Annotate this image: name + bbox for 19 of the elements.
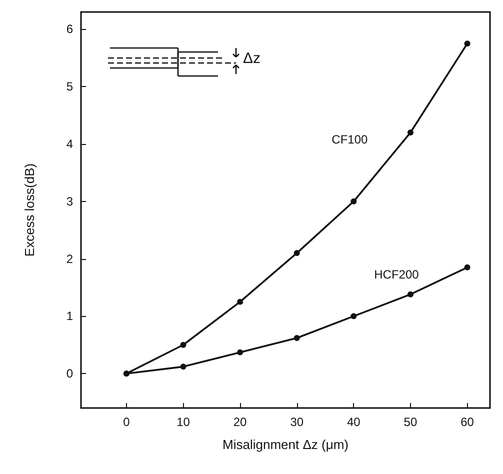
x-tick-label: 30 [290, 415, 304, 429]
y-axis-title: Excess loss(dB) [22, 163, 37, 257]
x-tick-label: 10 [176, 415, 190, 429]
y-tick-label: 6 [66, 22, 74, 36]
y-tick-label: 1 [66, 309, 74, 324]
x-tick-label: 0 [123, 415, 130, 429]
annotation: Δz [243, 50, 261, 67]
x-tick-label: 50 [404, 415, 418, 429]
y-tick-label: 5 [66, 80, 74, 94]
y-tick-label: 3 [66, 194, 74, 208]
y-tick-label: 2 [66, 252, 74, 266]
x-axis-title: Misalignment Δz (μm) [222, 437, 348, 452]
x-tick-label: 60 [460, 415, 474, 429]
y-tick-label: 4 [66, 137, 74, 151]
text: CF100 [332, 132, 368, 146]
x-tick-label: 20 [233, 415, 248, 429]
y-tick-label: 0 [66, 366, 74, 381]
x-tick-label: 40 [346, 415, 361, 429]
series-label: HCF200 [374, 267, 420, 282]
